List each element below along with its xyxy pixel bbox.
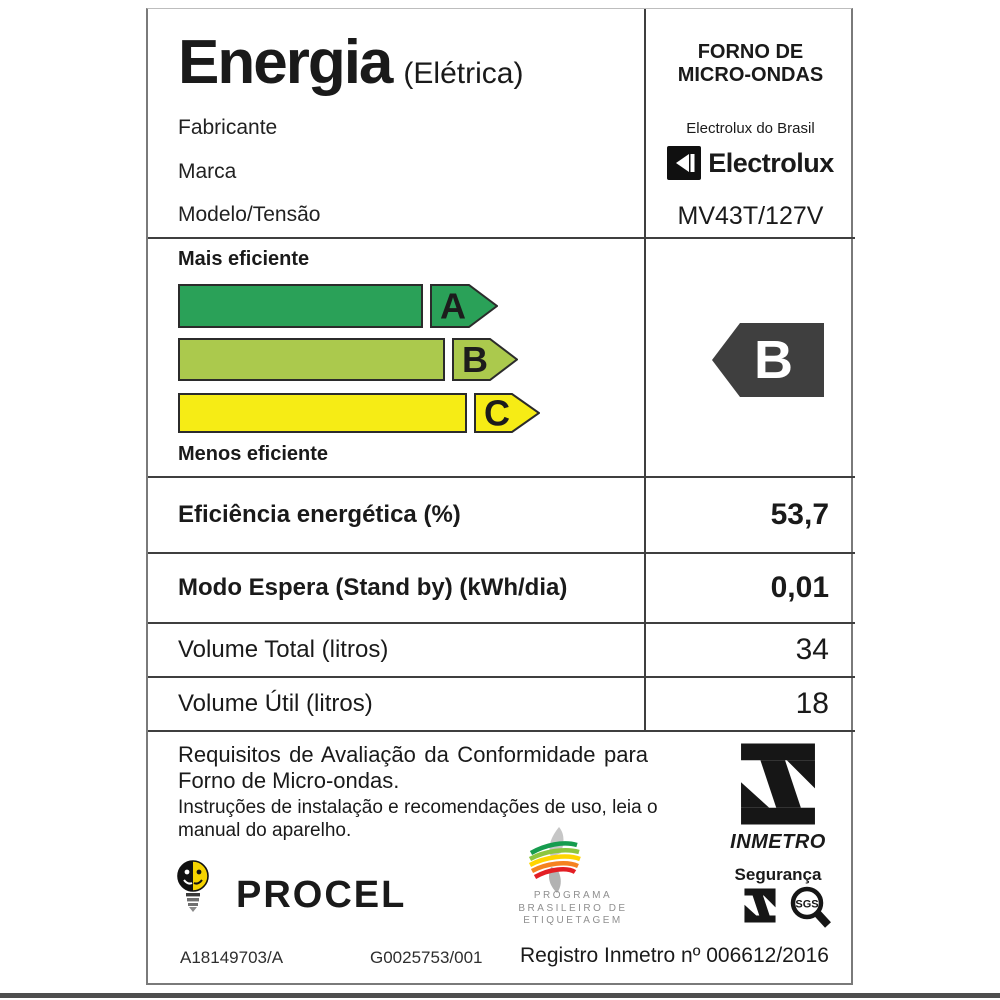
page-bottom-line — [0, 993, 1000, 998]
rating-cell: B — [646, 239, 855, 478]
field-marca: Marca — [178, 160, 237, 183]
rating-arrow: B — [712, 323, 824, 397]
pbe-label-line2: BRASILEIRO DE — [518, 902, 628, 914]
field-fabricante: Fabricante — [178, 116, 278, 139]
spec-row: Volume Total (litros) 34 — [148, 624, 855, 678]
sgs-label: SGS — [795, 899, 818, 911]
field-modelo-tensao: Modelo/Tensão — [178, 203, 321, 226]
scale-arrowhead-C: C — [474, 393, 540, 433]
spec-label: Volume Útil (litros) — [148, 678, 646, 730]
spec-value: 18 — [795, 687, 829, 720]
model-voltage: MV43T/127V — [677, 202, 824, 230]
pbe-label: PROGRAMA BRASILEIRO DE ETIQUETAGEM — [495, 890, 651, 928]
sgs-magnifier-icon: SGS — [790, 886, 831, 928]
scale-arrowhead-B: B — [452, 338, 518, 381]
spec-value: 53,7 — [770, 498, 829, 531]
label-title-suffix: (Elétrica) — [403, 57, 524, 90]
scale-letter: A — [440, 286, 466, 327]
inmetro-registration: Registro Inmetro nº 006612/2016 — [520, 944, 829, 967]
code-left: A18149703/A — [180, 948, 284, 967]
conformity-text: Requisitos de Avaliação da Conformidade … — [178, 742, 648, 793]
spec-label: Modo Espera (Stand by) (kWh/dia) — [148, 554, 646, 622]
instructions-text: Instruções de instalação e recomendações… — [178, 797, 658, 841]
scale-row-A: A — [178, 284, 498, 328]
label-title-main: Energia — [178, 28, 393, 97]
brand-logo: Electrolux — [646, 146, 855, 180]
scale-bar-B — [178, 338, 445, 381]
spec-value: 0,01 — [770, 571, 829, 604]
pbe-label-line1: PROGRAMA — [533, 890, 613, 901]
inmetro-label: INMETRO — [730, 831, 826, 853]
code-center: G0025753/001 — [370, 948, 483, 967]
spec-rows: Eficiência energética (%) 53,7 Modo Espera… — [148, 478, 855, 732]
electrolux-mark-icon — [667, 146, 702, 180]
procel-label: PROCEL — [236, 874, 407, 916]
spec-label: Eficiência energética (%) — [148, 478, 646, 552]
more-efficient-label: Mais eficiente — [178, 248, 310, 270]
label-title: Energia (Elétrica) — [178, 27, 523, 98]
spec-value: 34 — [795, 633, 829, 666]
procel-bulb-icon — [177, 860, 209, 912]
manufacturer-name: Electrolux do Brasil — [686, 120, 815, 137]
scale-bar-C — [178, 393, 467, 433]
pbe-swoosh-icon — [528, 827, 581, 893]
scale-bar-A — [178, 284, 423, 328]
scale-row-C: C — [178, 393, 540, 433]
product-type: FORNO DE MICRO-ONDAS — [646, 41, 855, 87]
rating-letter: B — [754, 330, 793, 390]
spec-label: Volume Total (litros) — [148, 624, 646, 676]
scale-letter: C — [484, 393, 510, 433]
spec-row: Eficiência energética (%) 53,7 — [148, 478, 855, 554]
security-label: Segurança — [734, 865, 822, 884]
header-left-cell: Energia (Elétrica) Fabricante Marca Model… — [148, 9, 646, 239]
header-right-cell: FORNO DE MICRO-ONDAS Electrolux do Brasi… — [646, 9, 855, 239]
less-efficient-label: Menos eficiente — [178, 443, 329, 465]
spec-row: Modo Espera (Stand by) (kWh/dia) 0,01 — [148, 554, 855, 624]
inmetro-n-icon — [741, 743, 815, 825]
product-type-line1: FORNO DE — [697, 41, 804, 63]
scale-arrowhead-A: A — [430, 284, 498, 328]
scale-row-B: B — [178, 338, 518, 381]
scale-letter: B — [462, 339, 488, 380]
footer-cell: Requisitos de Avaliação da Conformidade … — [148, 732, 855, 984]
pbe-label-line3: ETIQUETAGEM — [523, 915, 623, 926]
product-type-line2: MICRO-ONDAS — [677, 64, 824, 86]
energy-label: Energia (Elétrica) Fabricante Marca Model… — [146, 8, 855, 985]
spec-row: Volume Útil (litros) 18 — [148, 678, 855, 732]
brand-wordmark: Electrolux — [708, 147, 834, 178]
inmetro-small-n-icon — [744, 888, 776, 923]
